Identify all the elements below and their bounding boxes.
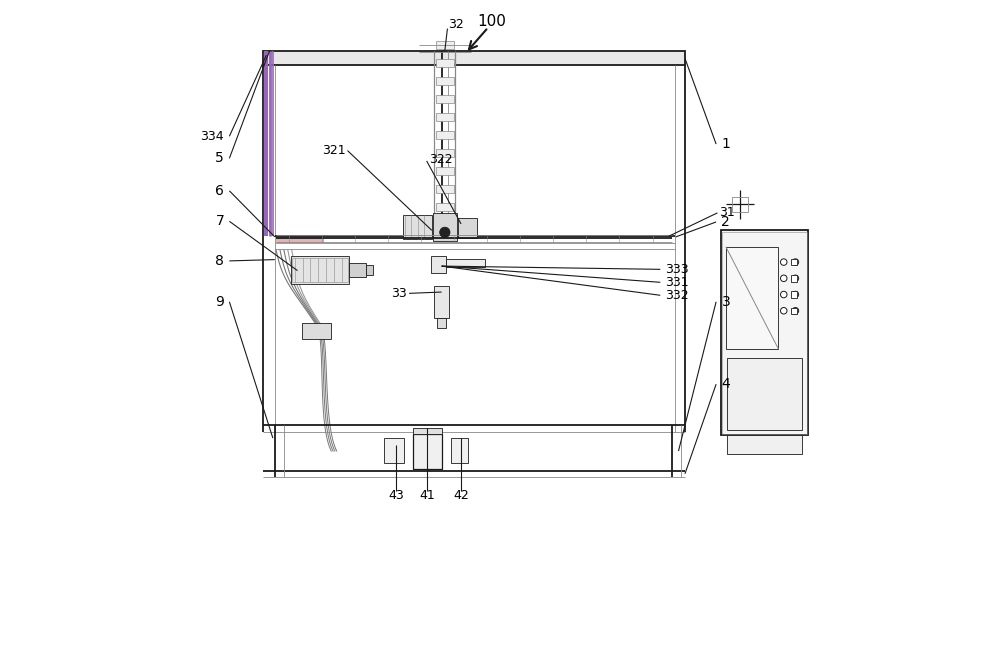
- Bar: [436, 167, 454, 175]
- Text: 9: 9: [215, 295, 224, 309]
- Bar: [431, 256, 446, 273]
- Bar: [349, 263, 366, 277]
- Bar: [722, 232, 807, 434]
- Bar: [436, 95, 454, 103]
- Circle shape: [440, 227, 450, 238]
- Bar: [436, 59, 454, 67]
- Bar: [302, 323, 331, 339]
- Bar: [437, 318, 446, 328]
- Text: 32: 32: [448, 18, 464, 31]
- Bar: [436, 77, 454, 85]
- Bar: [436, 113, 454, 121]
- Bar: [791, 308, 797, 314]
- Text: 33: 33: [391, 287, 407, 300]
- Text: 8: 8: [215, 254, 224, 268]
- Bar: [436, 203, 454, 211]
- Bar: [791, 291, 797, 298]
- Bar: [384, 438, 404, 463]
- Circle shape: [792, 259, 799, 265]
- Text: 321: 321: [322, 144, 346, 157]
- Bar: [366, 265, 373, 275]
- Circle shape: [792, 308, 799, 314]
- Text: 42: 42: [453, 489, 469, 502]
- Bar: [434, 286, 449, 318]
- Bar: [436, 185, 454, 193]
- Text: 334: 334: [201, 130, 224, 143]
- Text: 31: 31: [719, 206, 735, 219]
- Text: 41: 41: [419, 489, 435, 502]
- Text: 332: 332: [665, 289, 688, 302]
- Bar: [721, 230, 808, 435]
- Text: 1: 1: [721, 137, 730, 151]
- Text: 43: 43: [388, 489, 404, 502]
- Bar: [451, 438, 468, 463]
- Bar: [458, 218, 477, 238]
- Circle shape: [780, 308, 787, 314]
- Circle shape: [792, 291, 799, 298]
- Bar: [413, 428, 442, 434]
- Bar: [446, 259, 485, 267]
- Bar: [791, 275, 797, 282]
- Text: 4: 4: [721, 377, 730, 391]
- Text: 333: 333: [665, 263, 688, 276]
- Bar: [436, 131, 454, 139]
- Circle shape: [780, 291, 787, 298]
- Bar: [403, 215, 432, 239]
- Circle shape: [780, 259, 787, 265]
- Text: 5: 5: [215, 151, 224, 165]
- Text: 2: 2: [721, 215, 730, 229]
- Bar: [413, 434, 442, 469]
- Bar: [292, 258, 348, 282]
- Bar: [263, 51, 685, 65]
- Bar: [275, 237, 323, 243]
- Bar: [291, 256, 349, 284]
- Bar: [436, 41, 454, 49]
- Text: 322: 322: [429, 153, 452, 165]
- Text: 100: 100: [477, 14, 506, 29]
- Bar: [791, 259, 797, 265]
- Circle shape: [792, 275, 799, 282]
- Text: 7: 7: [215, 214, 224, 228]
- Bar: [436, 149, 454, 157]
- Circle shape: [780, 275, 787, 282]
- Text: 331: 331: [665, 276, 688, 289]
- Bar: [726, 247, 778, 349]
- Text: 6: 6: [215, 184, 224, 198]
- Text: 3: 3: [721, 295, 730, 309]
- Bar: [727, 435, 802, 454]
- Bar: [727, 358, 802, 430]
- Bar: [732, 197, 748, 212]
- Bar: [433, 213, 457, 241]
